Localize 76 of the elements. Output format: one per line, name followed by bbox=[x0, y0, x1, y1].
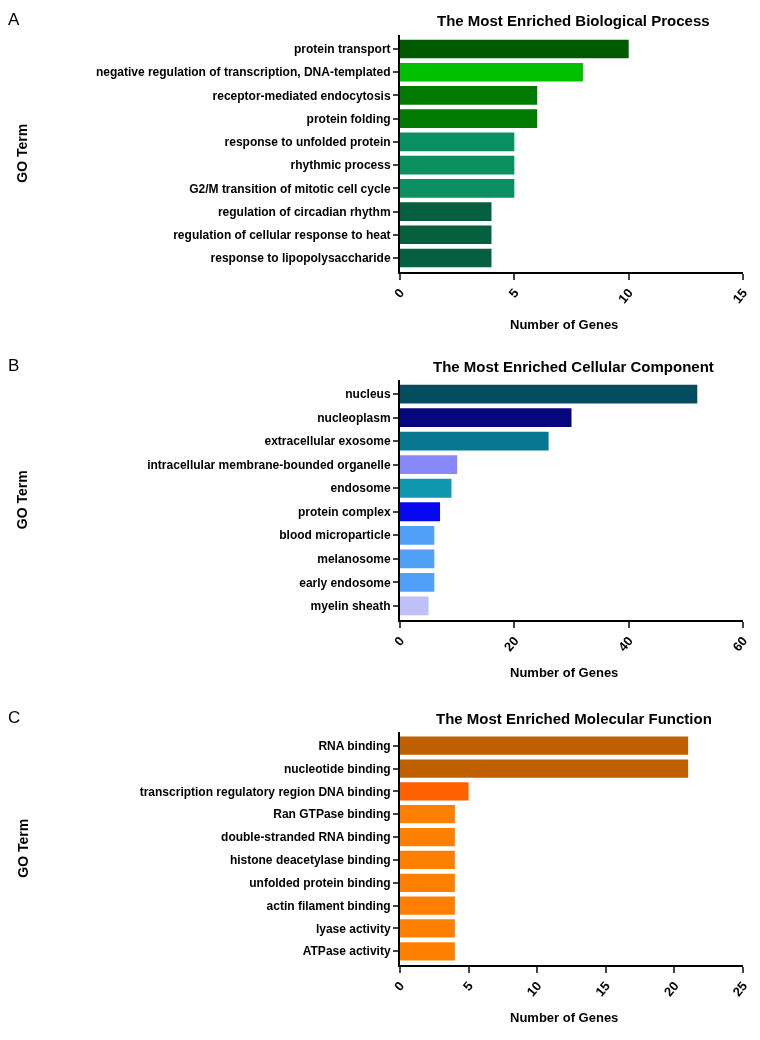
y-tick-label: receptor-mediated endocytosis bbox=[212, 88, 391, 103]
x-tick-label: 15 bbox=[592, 978, 614, 1000]
x-tick-label: 0 bbox=[391, 633, 408, 649]
bar bbox=[400, 478, 452, 498]
bar bbox=[400, 109, 538, 128]
bar bbox=[400, 179, 515, 198]
text: B bbox=[8, 356, 20, 375]
y-tick-label: regulation of cellular response to heat bbox=[173, 228, 391, 243]
bar bbox=[400, 155, 515, 175]
x-tick-label: 5 bbox=[505, 285, 522, 301]
x-tick-label: 5 bbox=[459, 978, 476, 994]
bar bbox=[400, 596, 429, 616]
chart-title: The Most Enriched Biological Process bbox=[437, 12, 710, 29]
y-tick-label: unfolded protein binding bbox=[249, 875, 391, 890]
bar bbox=[400, 86, 538, 105]
chart-title: The Most Enriched Cellular Component bbox=[433, 358, 714, 375]
y-tick-label: melanosome bbox=[317, 552, 391, 567]
text: A bbox=[8, 10, 20, 29]
y-axis-title: GO Term bbox=[14, 818, 31, 878]
bar bbox=[400, 408, 572, 428]
bar bbox=[400, 455, 458, 475]
x-axis-title: Number of Genes bbox=[510, 1010, 619, 1025]
x-axis-title: Number of Genes bbox=[510, 317, 619, 332]
text: C bbox=[8, 708, 21, 727]
y-tick-label: G2/M transition of mitotic cell cycle bbox=[189, 181, 391, 196]
y-tick-label: nucleus bbox=[345, 387, 391, 402]
x-axis-title: Number of Genes bbox=[510, 665, 619, 680]
y-tick-label: negative regulation of transcription, DNA-templated bbox=[95, 65, 391, 80]
x-tick-label: 10 bbox=[523, 978, 545, 1000]
x-tick-label: 0 bbox=[391, 285, 408, 301]
y-tick-label: nucleotide binding bbox=[283, 761, 391, 776]
y-tick-label: regulation of circadian rhythm bbox=[217, 204, 391, 219]
y-tick-label: transcription regulatory region DNA binding bbox=[139, 784, 391, 799]
y-tick-label: protein transport bbox=[293, 42, 391, 57]
y-tick-label: endosome bbox=[330, 481, 391, 496]
chart-title: The Most Enriched Molecular Function bbox=[436, 710, 712, 727]
bar bbox=[400, 384, 698, 404]
bar bbox=[400, 525, 435, 545]
bar bbox=[400, 549, 435, 569]
y-tick-label: actin filament binding bbox=[266, 898, 391, 913]
y-tick-label: intracellular membrane-bounded organelle bbox=[147, 457, 391, 472]
y-tick-label: early endosome bbox=[299, 575, 391, 590]
x-tick-label: 20 bbox=[660, 978, 682, 1000]
bar bbox=[400, 39, 629, 59]
x-tick-label: 60 bbox=[729, 633, 751, 655]
x-tick-label: 20 bbox=[500, 633, 522, 655]
bar bbox=[400, 502, 441, 522]
x-tick-label: 15 bbox=[729, 285, 751, 307]
y-tick-label: response to lipopolysaccharide bbox=[210, 251, 391, 266]
y-tick-label: protein folding bbox=[306, 111, 391, 126]
y-tick-label: Ran GTPase binding bbox=[273, 807, 391, 822]
bar bbox=[400, 62, 583, 82]
y-tick-label: lyase activity bbox=[315, 921, 391, 936]
y-axis-title: GO Term bbox=[13, 123, 30, 183]
y-tick-label: ATPase activity bbox=[302, 944, 391, 959]
bar bbox=[400, 431, 549, 451]
bar bbox=[400, 202, 492, 221]
x-tick-label: 0 bbox=[391, 978, 408, 994]
x-tick-label: 10 bbox=[615, 285, 636, 307]
y-tick-label: RNA binding bbox=[318, 738, 391, 753]
y-tick-label: histone deacetylase binding bbox=[229, 853, 391, 868]
y-tick-label: response to unfolded protein bbox=[224, 135, 391, 150]
x-tick-label: 25 bbox=[729, 978, 751, 1000]
y-tick-label: double-stranded RNA binding bbox=[221, 830, 391, 845]
y-tick-label: blood microparticle bbox=[279, 528, 391, 543]
x-tick-label: 40 bbox=[615, 633, 636, 655]
bar bbox=[400, 248, 492, 268]
y-tick-label: protein complex bbox=[297, 504, 391, 519]
y-tick-label: extracellular exosome bbox=[264, 434, 391, 449]
y-tick-label: myelin sheath bbox=[310, 599, 391, 614]
bar bbox=[400, 572, 435, 592]
bar bbox=[400, 132, 515, 152]
y-axis-title: GO Term bbox=[14, 470, 31, 530]
bar bbox=[400, 225, 492, 245]
y-tick-label: nucleoplasm bbox=[317, 410, 391, 425]
y-tick-label: rhythmic process bbox=[290, 158, 391, 173]
